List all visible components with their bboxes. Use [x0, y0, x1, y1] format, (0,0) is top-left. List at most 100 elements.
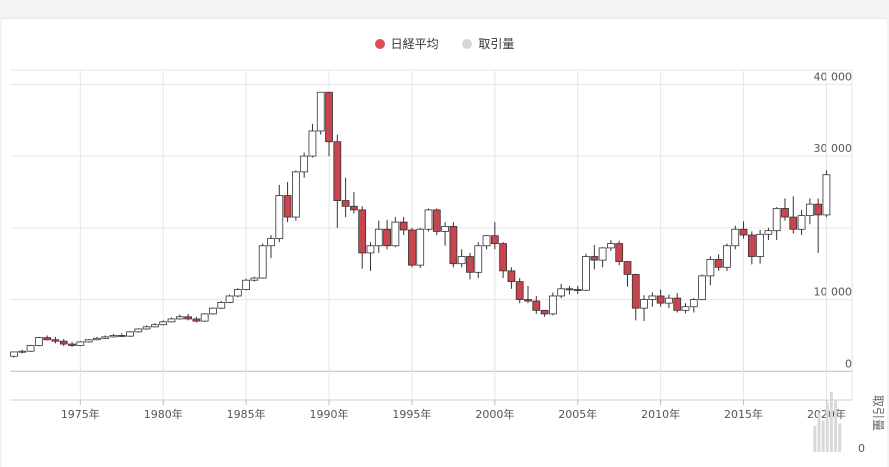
x-tick-label: 1985年: [227, 407, 266, 421]
candle-body: [607, 243, 615, 249]
candle-body: [507, 270, 516, 283]
candle-body: [26, 345, 35, 352]
candle-body: [714, 258, 723, 268]
candle-body: [590, 256, 599, 261]
candle-body: [781, 208, 789, 218]
x-tick-label: 1980年: [144, 407, 183, 421]
volume-bar: [825, 402, 829, 452]
candle-body: [358, 209, 367, 254]
candle-body: [756, 233, 765, 257]
volume-bar: [838, 423, 842, 452]
candle-body: [217, 302, 226, 309]
candle-body: [316, 91, 325, 132]
candle-body: [383, 228, 391, 247]
candle-body: [350, 205, 358, 211]
candle-body: [59, 340, 68, 345]
candle-body: [623, 261, 632, 275]
candle-body: [341, 200, 350, 207]
legend-item-nikkei[interactable]: 日経平均: [374, 35, 439, 52]
candle-body: [548, 295, 557, 315]
candle-body: [68, 343, 76, 346]
x-tick-label: 2015年: [724, 407, 763, 421]
candle-body: [43, 337, 52, 341]
candle-body: [267, 238, 275, 247]
candle-body: [159, 321, 168, 326]
y-tick-label: 0: [845, 357, 852, 370]
chart-legend: 日経平均 取引量: [2, 35, 887, 52]
candle-body: [615, 243, 624, 262]
candle-body: [557, 288, 566, 297]
candle-body: [151, 324, 159, 328]
candle-body: [565, 288, 574, 291]
candle-body: [499, 243, 508, 272]
candle-body: [598, 247, 607, 261]
candle-body: [250, 277, 259, 281]
candle-body: [233, 289, 242, 297]
candle-body: [117, 335, 126, 337]
x-tick-label: 2010年: [641, 407, 680, 421]
candle-body: [184, 316, 192, 320]
candle-body: [391, 221, 400, 247]
candle-body: [532, 300, 541, 311]
candle-body: [200, 313, 209, 322]
candle-body: [34, 337, 43, 346]
candle-body: [374, 228, 383, 247]
candle-body: [466, 256, 474, 273]
candle-body: [366, 245, 375, 254]
candle-body: [76, 341, 85, 346]
candle-body: [225, 295, 234, 303]
volume-bar: [817, 412, 821, 452]
y-tick-label: 30 000: [814, 142, 853, 155]
volume-bar: [829, 392, 833, 452]
chart-panel: 日経平均 取引量: [2, 18, 887, 467]
candle-body: [665, 297, 673, 304]
candle-body: [126, 331, 134, 337]
candle-body: [275, 195, 284, 239]
candle-body: [258, 245, 267, 279]
candle-body: [772, 208, 781, 232]
candle-body: [457, 256, 466, 265]
candle-body: [573, 289, 582, 291]
x-tick-label: 2005年: [558, 407, 597, 421]
candle-body: [209, 307, 217, 315]
candle-body: [474, 245, 483, 273]
candle-body: [109, 335, 118, 338]
candle-body: [764, 230, 773, 235]
candle-body: [408, 229, 416, 266]
candle-body: [673, 297, 682, 311]
legend-dot-volume-icon: [462, 38, 473, 49]
candle-body: [300, 155, 309, 173]
candle-body: [432, 209, 441, 232]
candle-body: [805, 203, 814, 217]
candle-body: [739, 228, 748, 236]
candle-body: [648, 295, 657, 300]
candle-body: [10, 351, 18, 357]
candle-body: [291, 171, 300, 218]
candle-body: [681, 306, 690, 311]
candle-body: [424, 209, 433, 230]
y-tick-label: 10 000: [814, 286, 853, 299]
legend-label-volume: 取引量: [478, 37, 515, 51]
candle-body: [640, 299, 648, 309]
x-tick-label: 2000年: [475, 407, 514, 421]
x-tick-label: 1990年: [310, 407, 349, 421]
candle-body: [814, 203, 823, 216]
candle-body: [441, 225, 449, 232]
candle-body: [308, 130, 317, 157]
candle-body: [416, 228, 425, 266]
candle-body: [631, 274, 640, 309]
candle-body: [93, 337, 101, 341]
volume-bar: [834, 399, 838, 452]
candle-body: [18, 350, 27, 353]
x-tick-label: 1975年: [61, 407, 100, 421]
candle-body: [747, 234, 756, 257]
candle-body: [51, 339, 60, 342]
legend-item-volume[interactable]: 取引量: [462, 35, 514, 52]
candle-body: [723, 245, 731, 268]
candle-body: [192, 318, 201, 322]
candle-body: [242, 279, 251, 290]
candle-body: [134, 328, 143, 333]
candle-body: [482, 235, 491, 247]
x-tick-label: 1995年: [392, 407, 431, 421]
